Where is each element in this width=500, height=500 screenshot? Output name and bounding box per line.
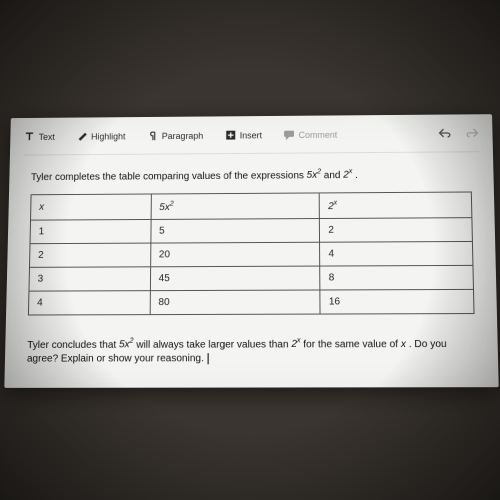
comment-tool[interactable]: Comment [284, 129, 338, 142]
undo-icon[interactable] [438, 126, 452, 142]
cell: 20 [150, 242, 320, 267]
q-var: x [401, 338, 406, 349]
question-text: Tyler concludes that 5x2 will always tak… [27, 336, 476, 368]
insert-tool[interactable]: Insert [225, 129, 262, 142]
comment-icon [284, 129, 295, 142]
col-header-x: x [31, 194, 151, 219]
paragraph-icon [147, 130, 158, 143]
comparison-table: x 5x2 2x 1 5 2 2 20 4 [28, 192, 475, 315]
cell: 1 [30, 219, 151, 243]
cell: 5 [151, 218, 320, 243]
col-header-2x: 2x [320, 192, 472, 218]
document-body: Tyler completes the table comparing valu… [19, 152, 484, 367]
table-row: 4 80 16 [28, 289, 474, 315]
text-icon [24, 131, 35, 144]
cell: 8 [320, 265, 473, 290]
cell: 4 [320, 241, 473, 266]
insert-icon [225, 129, 236, 142]
q-part: Tyler concludes that [27, 339, 119, 350]
cell: 2 [29, 243, 150, 267]
q-expr-5x2: 5x2 [119, 339, 134, 350]
prompt-text: Tyler completes the table comparing valu… [31, 168, 472, 183]
col-header-5x2: 5x2 [151, 193, 320, 219]
table-row: 2 20 4 [29, 241, 472, 267]
expr-5x2: 5x2 [307, 170, 321, 181]
q-part: will always take larger values than [136, 339, 291, 350]
redo-icon[interactable] [464, 126, 478, 142]
prompt-part: . [355, 170, 358, 181]
paragraph-tool-label: Paragraph [162, 131, 203, 141]
toolbar: Text Highlight Paragraph Insert [24, 122, 479, 155]
table-header-row: x 5x2 2x [31, 192, 472, 219]
highlight-icon [76, 130, 87, 143]
text-cursor [208, 353, 209, 364]
paragraph-tool[interactable]: Paragraph [147, 130, 203, 143]
table-row: 3 45 8 [29, 265, 474, 291]
prompt-part: and [324, 170, 343, 181]
table-row: 1 5 2 [30, 217, 472, 243]
text-tool-label: Text [39, 132, 55, 142]
insert-tool-label: Insert [240, 131, 262, 141]
highlight-tool-label: Highlight [91, 132, 126, 142]
cell: 45 [150, 266, 320, 291]
cell: 80 [150, 290, 321, 315]
comment-tool-label: Comment [299, 130, 338, 140]
q-expr-2x: 2x [291, 339, 300, 350]
cell: 4 [28, 290, 150, 314]
cell: 16 [320, 289, 474, 314]
cell: 2 [320, 217, 473, 242]
expr-2x: 2x [343, 170, 352, 181]
q-part: for the same value of [303, 339, 401, 350]
document-screen: Text Highlight Paragraph Insert [4, 114, 498, 388]
cell: 3 [29, 266, 150, 290]
highlight-tool[interactable]: Highlight [76, 130, 125, 143]
text-tool[interactable]: Text [24, 131, 55, 144]
prompt-part: Tyler completes the table comparing valu… [31, 170, 307, 183]
